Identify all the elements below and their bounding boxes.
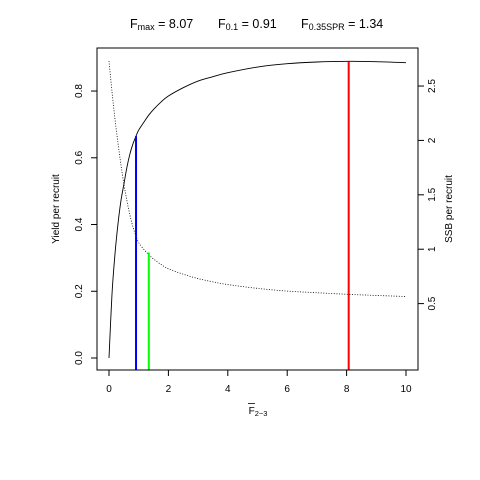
- x-tick-label: 4: [225, 384, 231, 395]
- y-left-tick-label: 0.2: [74, 284, 85, 298]
- y-left-tick-label: 0.0: [74, 351, 85, 365]
- x-tick-label: 2: [166, 384, 172, 395]
- x-axis-title: F2−3: [249, 406, 268, 418]
- reference-lines-layer: [135, 61, 350, 370]
- x-axis-title-sub: 2−3: [255, 409, 268, 418]
- y-left-tick-label: 0.4: [74, 217, 85, 231]
- curves-layer: [108, 60, 407, 359]
- y-right-tick-label: 2.5: [427, 79, 438, 93]
- x-tick-label: 10: [400, 384, 412, 395]
- x-tick-label: 0: [106, 384, 112, 395]
- y-axis-left-title: Yield per recruit: [51, 174, 62, 244]
- y-right-tick-label: 2: [427, 137, 438, 143]
- yield-per-recruit-curve: [108, 60, 407, 359]
- x-axis-title-main: F: [249, 406, 255, 417]
- title-f35spr: F0.35SPR = 1.34: [301, 17, 383, 32]
- y-right-tick-label: 1.5: [427, 187, 438, 201]
- ssb-per-recruit-curve: [108, 60, 407, 297]
- chart-title: Fmax = 8.07 F0.1 = 0.91 F0.35SPR = 1.34: [130, 17, 383, 32]
- title-fmax: Fmax = 8.07: [130, 17, 193, 32]
- y-right-tick-label: 1: [427, 246, 438, 252]
- x-tick-label: 8: [344, 384, 350, 395]
- plot-frame: [96, 47, 419, 371]
- y-left-tick-label: 0.8: [74, 84, 85, 98]
- x-axis: 0 2 4 6 8 10: [106, 369, 412, 395]
- y-left-tick-label: 0.6: [74, 150, 85, 164]
- y-right-tick-label: 0.5: [427, 296, 438, 310]
- x-tick-label: 6: [284, 384, 290, 395]
- y-axis-right-title: SSB per recruit: [444, 175, 455, 243]
- title-f01: F0.1 = 0.91: [218, 17, 277, 32]
- y-axis-right: 0.5 1 1.5 2 2.5: [417, 79, 438, 311]
- y-axis-left: 0.0 0.2 0.4 0.6 0.8: [74, 84, 98, 365]
